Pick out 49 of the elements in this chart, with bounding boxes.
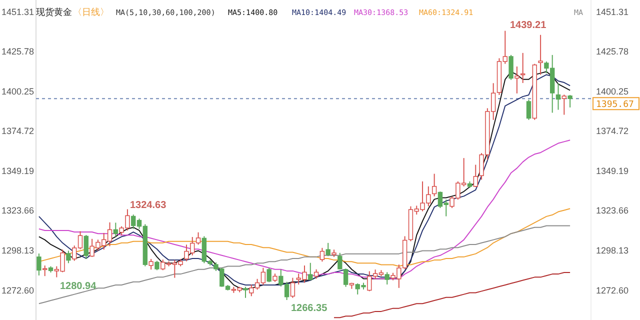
candlestick — [508, 54, 514, 80]
candlestick — [326, 242, 330, 257]
candlestick — [568, 94, 572, 108]
y-tick-label: 1451.31 — [1, 6, 34, 17]
candlestick — [84, 234, 89, 260]
annotation: 1439.21 — [510, 20, 547, 31]
candlestick — [42, 265, 48, 277]
y2-tick-label: 1451.31 — [596, 6, 629, 17]
annotation: 1280.94 — [60, 281, 97, 292]
y2-tick-label: 1272.60 — [596, 285, 629, 296]
candlestick — [314, 268, 319, 280]
candlestick — [473, 164, 478, 188]
line-series — [334, 272, 571, 318]
candlestick — [266, 267, 272, 283]
y2-tick-label: 1349.19 — [596, 166, 629, 176]
y-tick-label: 1349.19 — [1, 166, 34, 176]
candlestick — [243, 286, 248, 298]
ref-line-label: 1395.67 — [596, 100, 634, 110]
candlestick — [308, 262, 313, 281]
candlestick — [562, 94, 566, 116]
candlestick — [154, 260, 160, 271]
y-tick-label: 1425.78 — [1, 46, 34, 57]
candlestick — [113, 222, 118, 238]
line-series — [38, 225, 571, 304]
y-tick-label: 1374.72 — [1, 126, 34, 136]
y2-tick-label: 1298.13 — [596, 246, 629, 256]
text: 现货黄金 — [36, 7, 72, 18]
candlestick — [514, 66, 520, 94]
candlestick — [66, 250, 71, 264]
text: 〈日线〉 — [73, 7, 109, 18]
candlestick — [36, 253, 42, 276]
y2-tick-label: 1374.72 — [596, 126, 629, 136]
candlestick — [384, 272, 390, 285]
y2-tick-label: 1400.25 — [596, 86, 629, 96]
annotation: 1324.63 — [130, 200, 167, 211]
annotation: 1266.35 — [291, 303, 328, 314]
candlestick — [432, 173, 437, 197]
y-tick-label: 1272.60 — [1, 285, 34, 296]
y-tick-label: 1298.13 — [1, 246, 34, 256]
y-tick-label: 1400.25 — [1, 86, 34, 96]
y-tick-label: 1323.66 — [1, 206, 34, 216]
candlestick — [148, 258, 154, 270]
y2-tick-label: 1323.66 — [596, 206, 629, 216]
candlestick — [320, 247, 325, 262]
candlestick — [538, 34, 543, 76]
candlestick — [526, 99, 532, 120]
candlestick — [556, 82, 561, 110]
y2-tick-label: 1425.78 — [596, 46, 629, 57]
candlestick — [290, 277, 296, 298]
